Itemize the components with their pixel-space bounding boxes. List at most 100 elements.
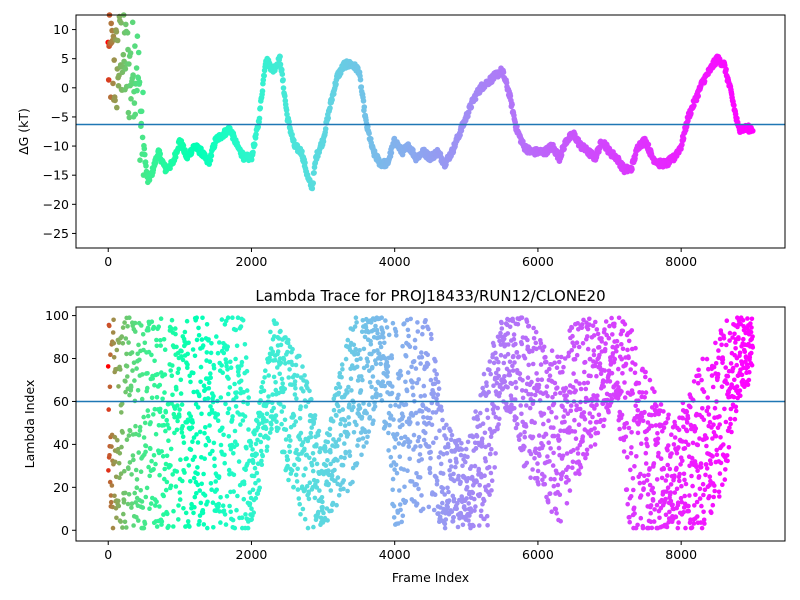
lambda-point: [411, 359, 417, 364]
lambda-point: [558, 390, 563, 396]
lambda-point: [529, 392, 534, 397]
lambda-point: [711, 364, 717, 370]
lambda-point: [251, 473, 257, 479]
lambda-point: [347, 449, 352, 455]
lambda-point: [549, 348, 555, 354]
lambda-point: [306, 496, 312, 502]
lambda-point: [630, 391, 635, 396]
lambda-point: [414, 380, 420, 386]
delta-g-point: [360, 98, 367, 104]
lambda-point: [654, 502, 660, 508]
lambda-point: [176, 503, 181, 508]
lambda-point: [107, 323, 112, 329]
lambda-point: [686, 508, 691, 514]
lambda-point: [484, 513, 490, 519]
lambda-point: [666, 516, 672, 521]
lambda-point: [729, 382, 734, 387]
lambda-point: [524, 460, 530, 466]
lambda-point: [714, 452, 720, 458]
lambda-point: [545, 454, 550, 459]
lambda-point: [494, 356, 499, 362]
lambda-point: [533, 340, 539, 346]
lambda-point: [413, 366, 419, 371]
lambda-point: [447, 468, 452, 473]
lambda-point: [285, 457, 291, 462]
lambda-point: [570, 340, 575, 346]
lambda-point: [428, 331, 434, 337]
lambda-point: [740, 318, 746, 323]
lambda-point: [189, 501, 194, 507]
lambda-point: [287, 367, 292, 372]
lambda-x-ticks: 0 2000 4000 6000 8000: [104, 541, 697, 562]
lambda-point: [514, 350, 520, 355]
lambda-point: [512, 360, 517, 365]
lambda-point: [207, 423, 212, 428]
lambda-point: [128, 384, 134, 390]
lambda-point: [465, 439, 471, 445]
lambda-point: [335, 458, 340, 463]
lambda-point: [547, 491, 553, 496]
lambda-point: [318, 515, 324, 521]
lambda-point: [388, 403, 393, 409]
lambda-point: [338, 421, 343, 427]
lambda-point: [665, 462, 670, 468]
lambda-point: [454, 443, 460, 448]
lambda-point: [418, 444, 423, 449]
lambda-point: [149, 319, 155, 325]
lambda-point: [560, 369, 565, 375]
lambda-point: [123, 336, 129, 341]
lambda-point: [597, 361, 603, 366]
lambda-point: [191, 475, 197, 481]
lambda-point: [701, 492, 706, 498]
lambda-point: [592, 426, 597, 431]
lambda-point: [578, 386, 584, 392]
lambda-point: [219, 317, 225, 322]
lambda-point: [693, 426, 699, 431]
lambda-point: [496, 359, 501, 365]
lambda-point: [426, 444, 432, 449]
lambda-point: [137, 428, 143, 433]
lambda-point: [384, 359, 390, 365]
lambda-y-axis-label: Lambda Index: [22, 380, 37, 469]
lambda-point: [131, 523, 136, 528]
lambda-point: [681, 505, 687, 510]
lambda-point: [527, 405, 533, 411]
lambda-point: [179, 430, 185, 435]
lambda-point: [406, 333, 411, 339]
lambda-point: [271, 374, 277, 380]
lambda-point: [505, 385, 510, 390]
lambda-point: [290, 362, 295, 368]
lambda-point: [180, 357, 186, 363]
lambda-point: [593, 360, 599, 365]
lambda-point: [192, 353, 198, 359]
lambda-point: [177, 497, 183, 502]
lambda-point: [470, 490, 476, 496]
lambda-point: [397, 454, 403, 460]
lambda-point: [591, 333, 597, 338]
lambda-point: [390, 476, 396, 482]
lambda-point: [579, 322, 585, 327]
lambda-point: [717, 494, 722, 499]
lambda-point: [317, 488, 322, 493]
lambda-point: [703, 462, 709, 467]
lambda-point: [476, 466, 482, 472]
lambda-point: [254, 470, 260, 476]
lambda-point: [487, 359, 493, 364]
lambda-point: [661, 409, 666, 414]
lambda-point: [197, 488, 203, 493]
lambda-point: [154, 343, 160, 349]
lambda-point: [248, 440, 254, 445]
lambda-point: [609, 396, 615, 402]
lambda-point: [488, 371, 494, 377]
lambda-point: [210, 500, 216, 506]
lambda-point: [211, 365, 217, 371]
lambda-point: [667, 509, 672, 515]
lambda-point: [302, 373, 307, 378]
lambda-point: [552, 380, 558, 386]
lambda-point: [686, 503, 691, 509]
delta-g-point: [361, 104, 368, 110]
lambda-point: [226, 467, 232, 473]
lambda-point: [136, 518, 141, 523]
lambda-point: [295, 466, 301, 472]
